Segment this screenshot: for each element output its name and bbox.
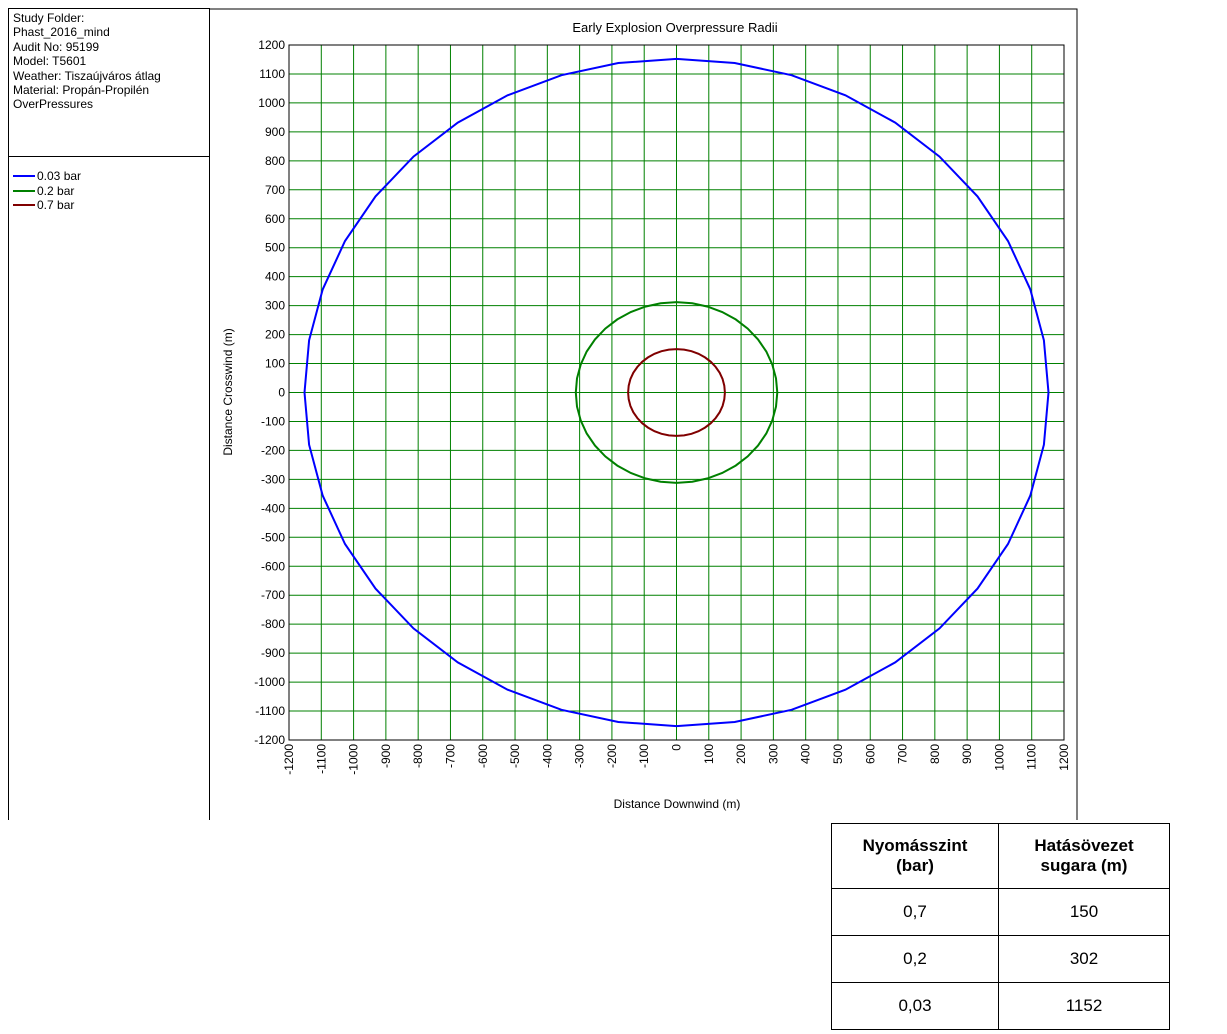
x-tick-label: -400 [540,744,554,768]
x-tick-label: 1100 [1025,744,1039,770]
chart-title: Early Explosion Overpressure Radii [572,20,777,35]
pressure-cell: 0,03 [831,982,999,1030]
study-folder-name: Phast_2016_mind [13,25,110,40]
series-line-0-2-bar [574,301,779,484]
legend: 0.03 bar 0.2 bar 0.7 bar [9,157,209,213]
y-tick-label: 600 [265,212,285,226]
plot-area-border [288,44,1065,741]
x-tick-label: 800 [928,744,942,764]
y-tick-label: 100 [265,357,285,371]
legend-swatch-green [13,189,35,192]
y-tick-label: -100 [261,414,285,428]
legend-item-0-7-bar: 0.7 bar [13,198,209,213]
y-tick-label: -1000 [254,675,285,689]
y-tick-label: -800 [261,617,285,631]
radius-cell: 302 [998,935,1170,983]
legend-swatch-blue [13,175,35,178]
header-zone-radius: Hatásövezet sugara (m) [998,823,1170,889]
legend-label: 0.2 bar [37,183,75,198]
info-panel: Study Folder: Phast_2016_mind Audit No: … [8,8,210,820]
x-tick-label: 500 [831,744,845,764]
header-text: Nyomásszint [862,836,968,855]
series-line-0-7-bar [627,348,726,437]
x-tick-label: -800 [411,744,425,768]
x-tick-label: -200 [605,744,619,768]
y-tick-label: 800 [265,154,285,168]
pressure-cell: 0,7 [831,888,999,936]
x-tick-label: -1000 [347,744,361,775]
header-pressure-level: Nyomásszint (bar) [831,823,999,889]
y-tick-label: 1000 [258,96,285,110]
legend-label: 0.03 bar [37,169,82,183]
model-name: Model: T5601 [13,54,87,69]
y-tick-label: -900 [261,646,285,660]
x-axis-label: Distance Downwind (m) [614,797,741,811]
y-tick-label: -500 [261,530,285,544]
x-tick-label: -300 [573,744,587,768]
x-tick-label: 900 [960,744,974,764]
y-tick-label: -400 [261,501,285,515]
y-tick-label: -300 [261,472,285,486]
x-tick-label: 100 [702,744,716,764]
legend-swatch-red [13,204,35,207]
y-axis-label: Distance Crosswind (m) [221,328,235,455]
radius-cell: 150 [998,888,1170,936]
material-name: Material: Propán-Propilén [13,83,150,98]
header-text: Hatásövezet [1034,836,1134,855]
audit-number: Audit No: 95199 [13,39,100,54]
y-tick-label: -1100 [255,704,285,718]
y-tick-label: 1100 [259,67,285,81]
x-tick-label: 700 [896,744,910,764]
x-tick-label: 0 [670,744,684,751]
x-tick-label: -900 [379,744,393,768]
y-tick-label: -600 [261,559,285,573]
legend-item-0-2-bar: 0.2 bar [13,184,209,199]
legend-item-0-03-bar: 0.03 bar [13,169,209,184]
y-tick-label: -1200 [254,733,285,747]
header-text: sugara (m) [1040,856,1128,875]
study-folder-label: Study Folder: [13,11,85,25]
y-tick-label: 500 [265,241,285,255]
y-tick-label: 200 [265,328,285,342]
study-info: Study Folder: Phast_2016_mind Audit No: … [9,9,209,157]
y-tick-label: 0 [278,386,285,400]
pressure-cell: 0,2 [831,935,999,983]
grid [288,44,1065,741]
weather-name: Weather: Tiszaújváros átlag [13,68,161,83]
y-tick-label: -700 [261,588,285,602]
chart-frame [210,8,1078,820]
y-tick-label: -200 [261,443,285,457]
x-tick-label: -600 [476,744,490,768]
tick-labels: 1200110010009008007006005004003002001000… [254,38,1071,775]
y-tick-label: 900 [265,125,285,139]
x-tick-label: -700 [443,744,457,768]
result-type: OverPressures [13,97,94,112]
x-tick-label: -1200 [282,744,296,775]
x-tick-label: 1000 [992,744,1006,771]
y-tick-label: 400 [265,270,285,284]
x-tick-label: -100 [637,744,651,768]
x-tick-label: 400 [799,744,813,764]
table-row: 0,2 302 [831,935,1170,983]
table-row: 0,03 1152 [831,982,1170,1030]
y-tick-label: 300 [265,299,285,313]
x-tick-label: 300 [766,744,780,764]
x-tick-label: -500 [508,744,522,768]
series [303,57,1050,728]
legend-label: 0.7 bar [37,198,75,212]
table-header-row: Nyomásszint (bar) Hatásövezet sugara (m) [831,823,1170,889]
table-row: 0,7 150 [831,888,1170,936]
radius-cell: 1152 [998,982,1170,1030]
y-tick-label: 1200 [258,38,285,52]
x-tick-label: 600 [863,744,877,764]
y-tick-label: 700 [265,183,285,197]
series-line-0-03-bar [303,57,1050,728]
header-text: (bar) [896,856,934,875]
x-tick-label: -1100 [314,744,328,774]
x-tick-label: 200 [734,744,748,764]
result-table: Nyomásszint (bar) Hatásövezet sugara (m)… [831,823,1170,1030]
x-tick-label: 1200 [1057,744,1071,771]
